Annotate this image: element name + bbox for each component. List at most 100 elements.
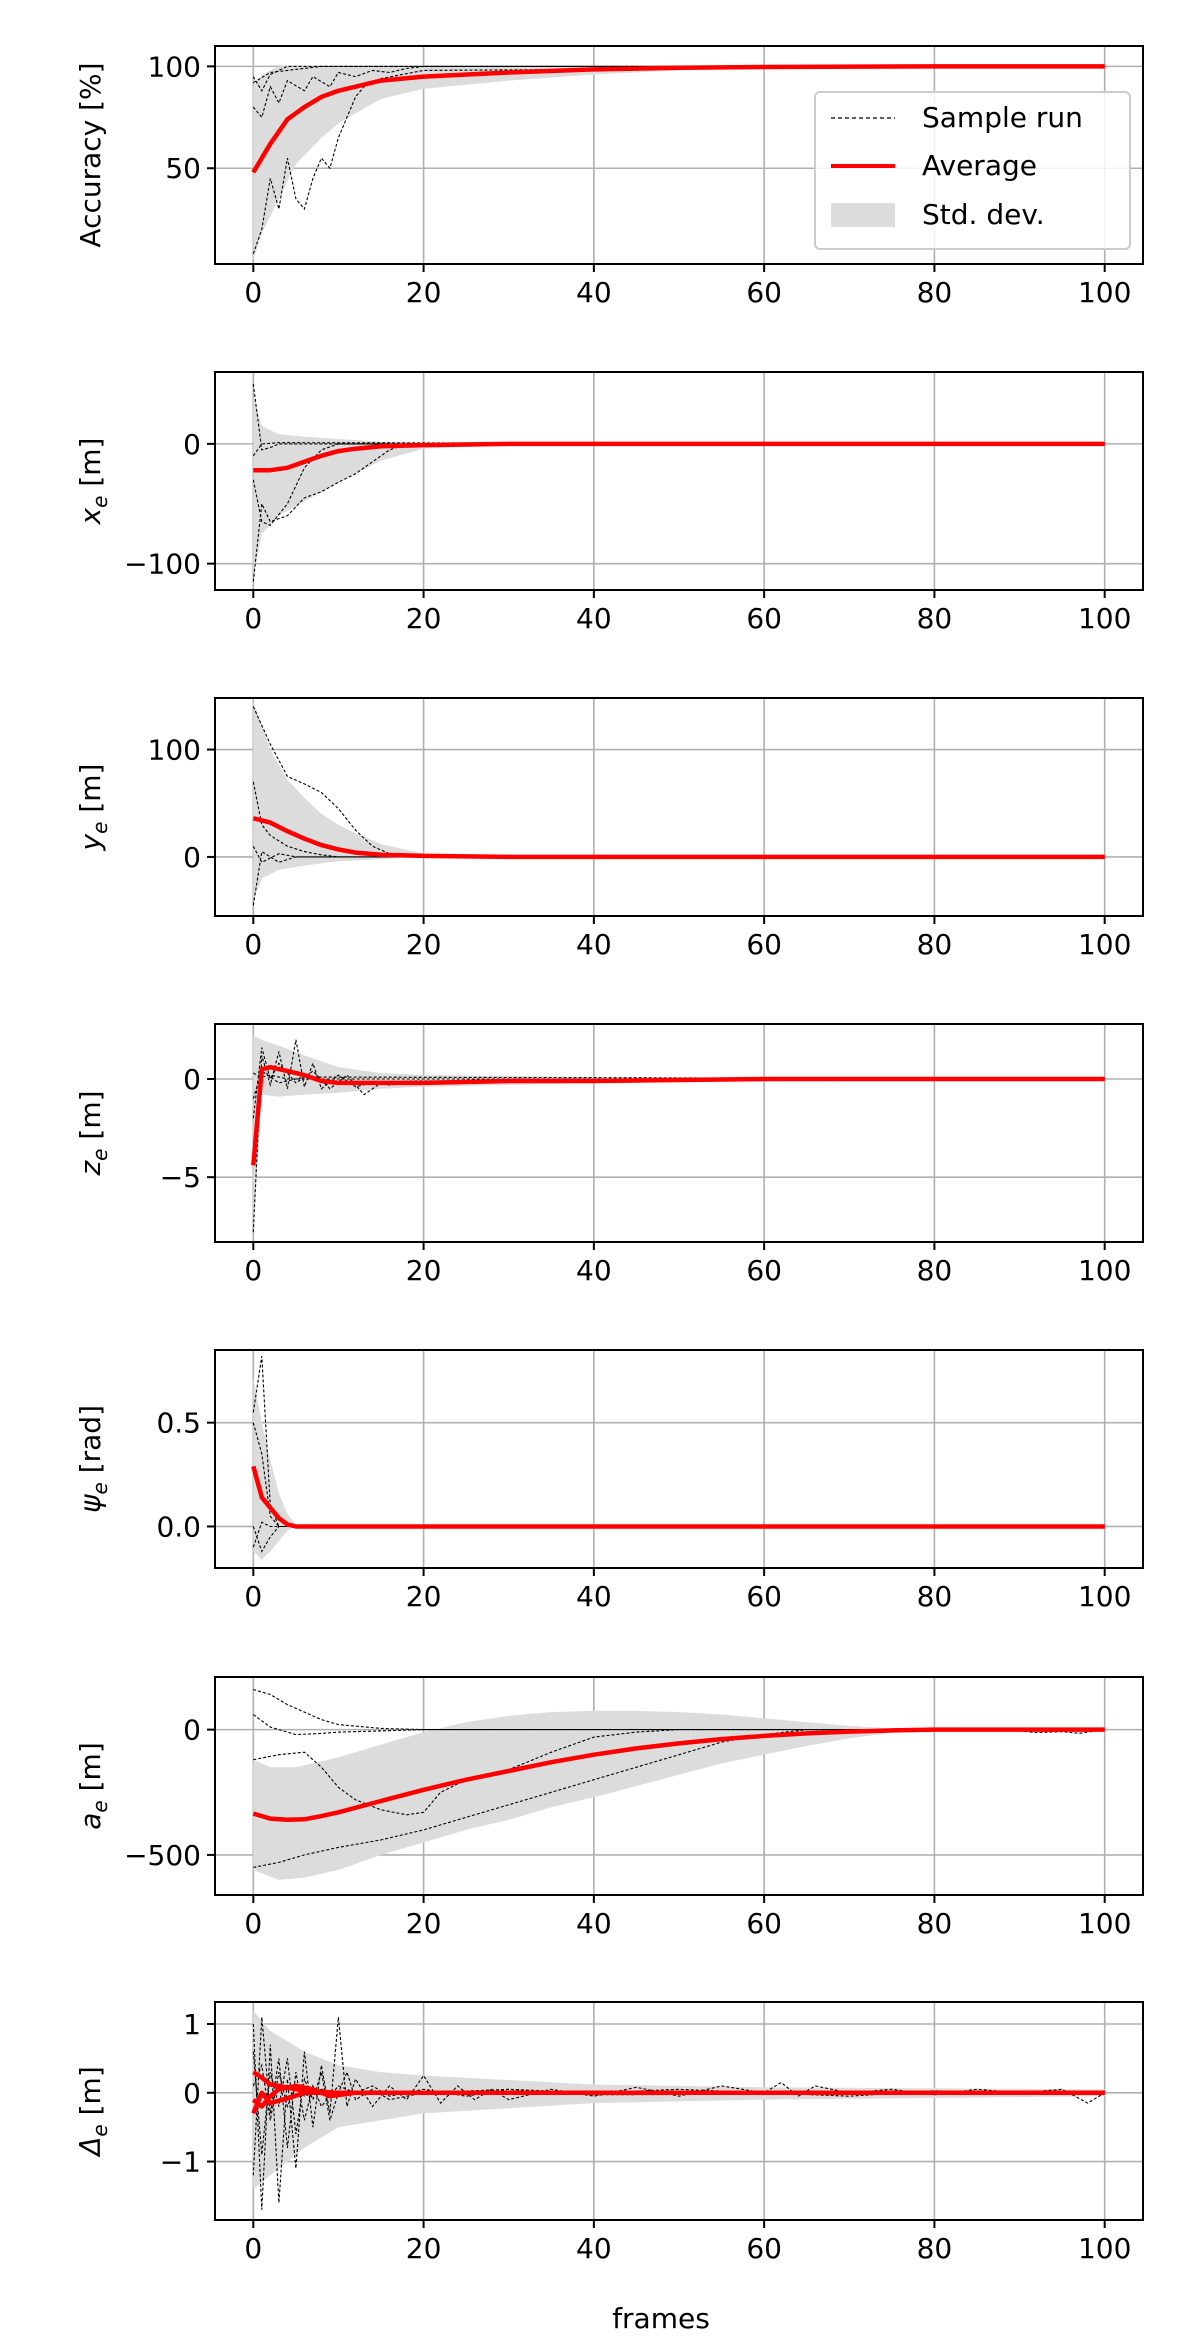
x-tick-label: 100 [1078, 928, 1131, 961]
x-tick-label: 60 [746, 276, 782, 309]
x-tick-label: 0 [244, 2232, 262, 2265]
std-dev-band [253, 1377, 1105, 1560]
legend: Sample run Average Std. dev. [814, 91, 1131, 250]
sample-run-line [252, 1525, 1105, 1553]
std-dev-band [253, 1710, 1105, 1880]
legend-average-label: Average [922, 149, 1037, 182]
average-line [252, 816, 1105, 860]
legend-std-swatch [831, 203, 895, 227]
axes-frame [214, 697, 1144, 917]
x-tick-label: 60 [746, 928, 782, 961]
legend-sample-label: Sample run [922, 101, 1083, 134]
x-tick-label: 0 [244, 1254, 262, 1287]
sample-run-line [252, 2063, 1105, 2121]
chart-panel-1: 0 20 40 60 80 100 50 100 Accuracy [%] [74, 45, 1144, 309]
x-tick-label: 20 [406, 602, 442, 635]
average-line [253, 441, 1105, 473]
x-tick-label: 20 [406, 1580, 442, 1613]
x-tick-label: 60 [746, 1907, 782, 1940]
x-tick-label: 60 [746, 2232, 782, 2265]
x-tick-label: 40 [576, 602, 612, 635]
std-dev-band [253, 701, 1105, 900]
sample-run-line [252, 1714, 1105, 1736]
axes-frame [214, 1023, 1144, 1243]
chart-panel-5: 0 20 40 60 80 100 0.0 0.5 ψe [rad] [74, 1349, 1144, 1613]
axes-frame [214, 1349, 1144, 1569]
sample-run-line [252, 443, 1105, 582]
x-tick-label: 40 [576, 1580, 612, 1613]
chart-panel-3: 0 20 40 60 80 100 0 100 ye [m] [74, 697, 1144, 961]
x-tick-label: 60 [746, 1580, 782, 1613]
y-tick-label: −100 [124, 548, 201, 581]
x-tick-label: 0 [244, 276, 262, 309]
y-tick-label: 0 [183, 841, 201, 874]
x-tick-label: 20 [406, 928, 442, 961]
panel-data [251, 1035, 1105, 1233]
x-tick-label: 80 [917, 1907, 953, 1940]
y-axis-label: Accuracy [%] [74, 62, 107, 247]
chart-panel-6: 0 20 40 60 80 100 −500 0 ae [m] [74, 1676, 1144, 1940]
std-dev-band [253, 396, 1105, 576]
std-dev-band [253, 1035, 1105, 1229]
x-tick-label: 80 [917, 928, 953, 961]
chart-panel-7: 0 20 40 60 80 100 −1 0 1 Δe [m] [74, 2001, 1144, 2265]
x-tick-label: 40 [576, 276, 612, 309]
x-tick-label: 40 [576, 2232, 612, 2265]
y-tick-label: 0 [183, 1063, 201, 1096]
x-tick-label: 80 [917, 2232, 953, 2265]
axes-frame [214, 1676, 1144, 1896]
panel-data [251, 1356, 1105, 1560]
panel-data [251, 64, 1105, 260]
sample-run-line [252, 1356, 1105, 1528]
x-tick-label: 20 [406, 1254, 442, 1287]
y-tick-label: 0.5 [156, 1407, 201, 1440]
y-tick-label: 1 [183, 2008, 201, 2041]
x-tick-label: 100 [1078, 2232, 1131, 2265]
y-tick-label: 0 [183, 1714, 201, 1747]
sample-run-line [252, 383, 1105, 451]
x-tick-label: 80 [917, 276, 953, 309]
x-tick-label: 0 [244, 928, 262, 961]
y-axis-label: ψe [rad] [74, 1405, 112, 1513]
x-tick-label: 60 [746, 602, 782, 635]
sample-run-line [252, 1070, 1105, 1099]
axes-frame [214, 2001, 1144, 2221]
panel-data [251, 2010, 1105, 2210]
x-tick-label: 20 [406, 2232, 442, 2265]
panel-data [252, 1688, 1105, 1880]
sample-run-line [252, 2017, 1105, 2210]
y-tick-label: −5 [160, 1161, 201, 1194]
y-tick-label: 0 [183, 428, 201, 461]
average-line [251, 1465, 1105, 1529]
x-tick-label: 100 [1078, 1254, 1131, 1287]
std-dev-band [253, 66, 1105, 260]
axes-frame [214, 371, 1144, 591]
y-axis-label: ae [m] [74, 1742, 112, 1830]
average-line [251, 2090, 1105, 2115]
y-axis-label: ye [m] [74, 764, 112, 852]
x-tick-label: 0 [244, 1907, 262, 1940]
x-tick-label: 0 [244, 1580, 262, 1613]
y-axis-label: xe [m] [74, 438, 112, 526]
x-tick-label: 40 [576, 1907, 612, 1940]
axes-frame [214, 45, 1144, 265]
x-tick-label: 100 [1078, 1907, 1131, 1940]
panel-data [252, 701, 1105, 906]
average-line [252, 1727, 1105, 1823]
x-tick-label: 60 [746, 1254, 782, 1287]
sample-run-line [252, 1039, 1105, 1233]
x-tick-label: 100 [1078, 1580, 1131, 1613]
x-tick-label: 20 [406, 276, 442, 309]
sample-run-line [252, 706, 1105, 858]
average-line [251, 1064, 1105, 1166]
y-tick-label: 100 [148, 734, 201, 767]
legend-std-label: Std. dev. [922, 198, 1045, 231]
x-tick-label: 80 [917, 1580, 953, 1613]
panel-data [252, 383, 1105, 582]
x-axis-label: frames [612, 2302, 710, 2335]
average-line [251, 64, 1105, 174]
x-tick-label: 100 [1078, 602, 1131, 635]
y-tick-label: −500 [124, 1839, 201, 1872]
x-tick-label: 40 [576, 928, 612, 961]
